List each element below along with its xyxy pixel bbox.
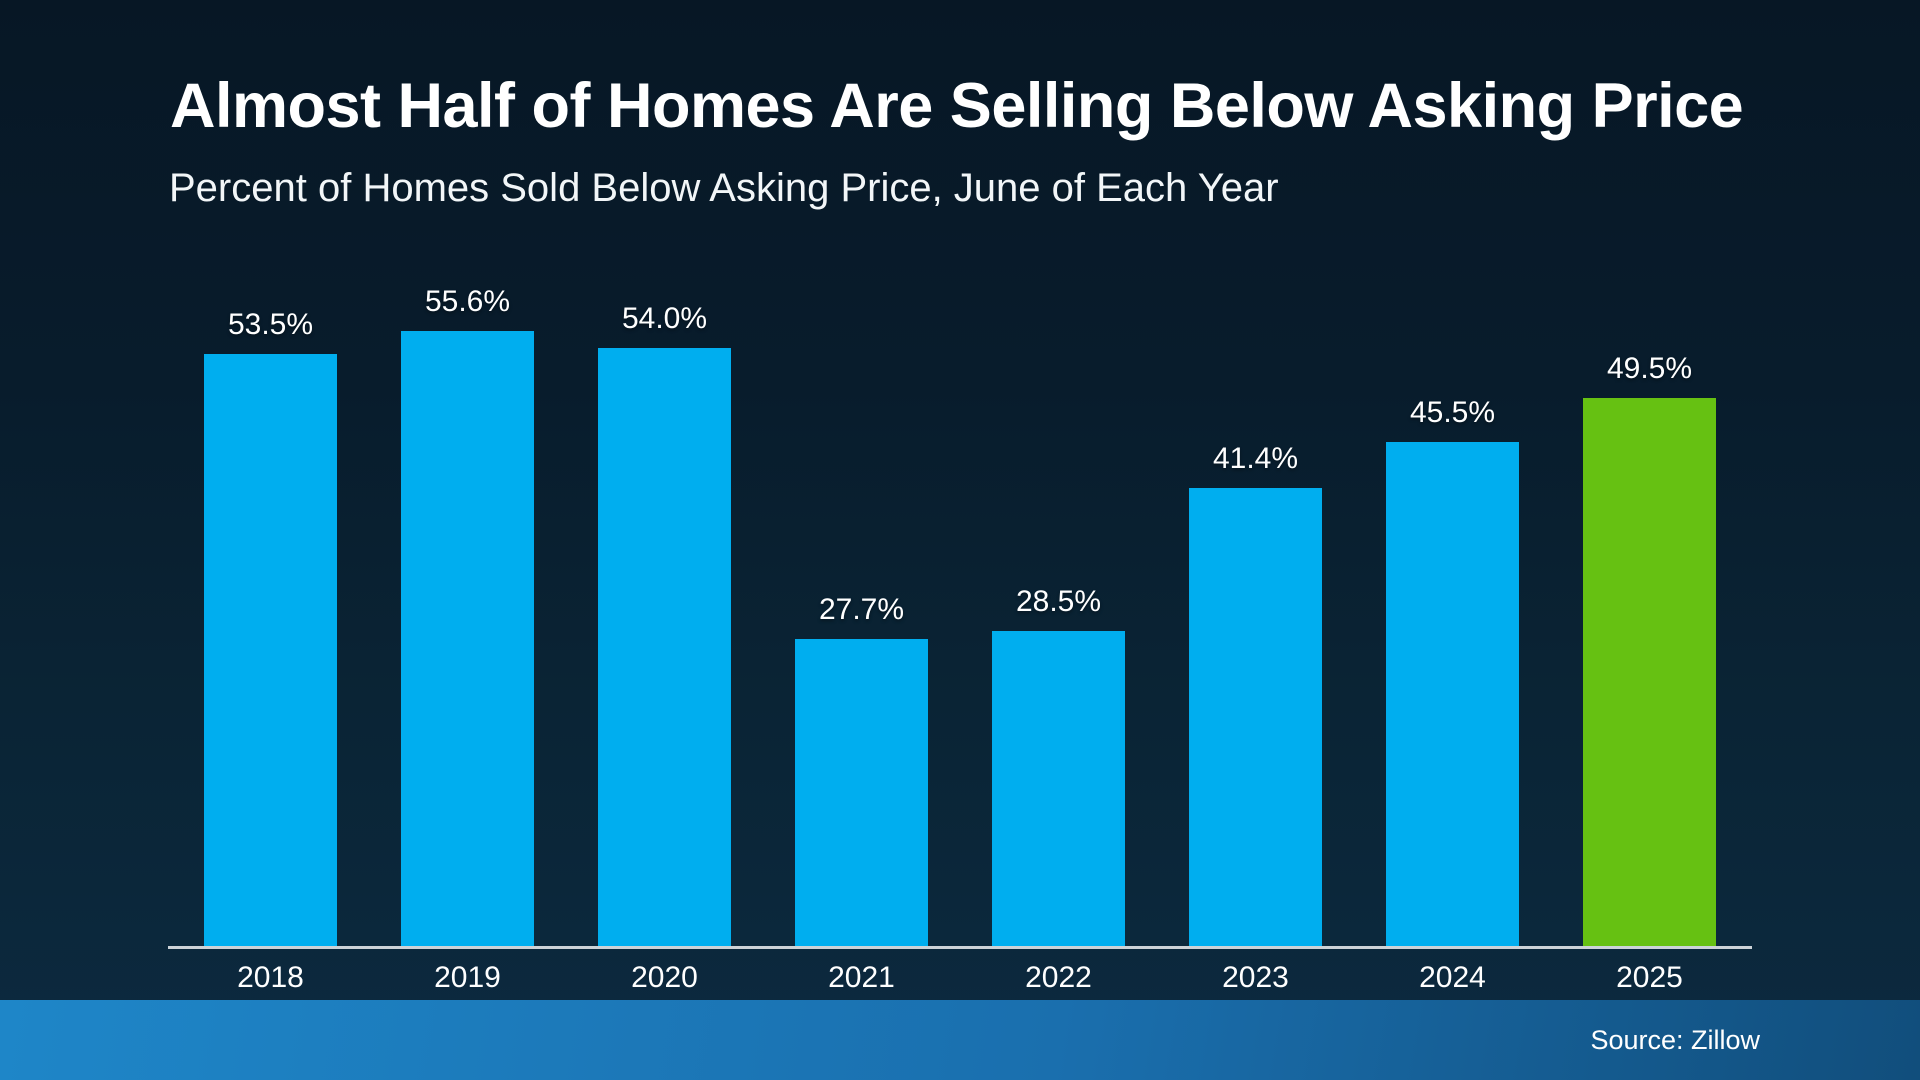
x-label-2020: 2020 — [631, 961, 698, 994]
x-label-2025: 2025 — [1616, 961, 1683, 994]
bar-group-2025: 49.5% — [1583, 352, 1716, 946]
x-label-2021: 2021 — [828, 961, 895, 994]
bar-2025 — [1583, 398, 1716, 946]
x-label-2024: 2024 — [1419, 961, 1486, 994]
bar-group-2019: 55.6% — [401, 285, 534, 946]
x-axis-labels-row: 2018 2019 2020 2021 2022 2023 2024 2025 — [168, 961, 1752, 995]
bar-value-label-2022: 28.5% — [1015, 585, 1102, 618]
footer-strip: Source: Zillow — [0, 1000, 1920, 1080]
bar-group-2020: 54.0% — [598, 302, 731, 946]
bar-2021 — [795, 639, 928, 946]
x-label-2022: 2022 — [1025, 961, 1092, 994]
x-label-2019: 2019 — [434, 961, 501, 994]
bar-group-2022: 28.5% — [992, 585, 1125, 946]
x-label-2018: 2018 — [237, 961, 304, 994]
bar-2023 — [1189, 488, 1322, 946]
bar-group-2023: 41.4% — [1189, 442, 1322, 946]
bar-2020 — [598, 348, 731, 946]
chart-subtitle: Percent of Homes Sold Below Asking Price… — [169, 166, 1279, 210]
bar-value-label-2025: 49.5% — [1606, 352, 1693, 385]
bar-2018 — [204, 354, 337, 946]
bar-value-label-2024: 45.5% — [1409, 396, 1496, 429]
chart-title: Almost Half of Homes Are Selling Below A… — [170, 71, 1744, 141]
bar-2019 — [401, 331, 534, 946]
source-attribution: Source: Zillow — [1590, 1024, 1760, 1055]
x-label-2023: 2023 — [1222, 961, 1289, 994]
bar-2022 — [992, 631, 1125, 946]
bar-group-2018: 53.5% — [204, 308, 337, 946]
bar-group-2021: 27.7% — [795, 593, 928, 946]
bar-value-label-2023: 41.4% — [1212, 442, 1299, 475]
x-axis-line — [168, 946, 1752, 949]
bar-chart-plot-area: 53.5% 55.6% 54.0% 27.7% 28.5% 41.4% 45.5% 49.5% — [168, 0, 1752, 946]
bar-value-label-2019: 55.6% — [424, 285, 511, 318]
bar-group-2024: 45.5% — [1386, 396, 1519, 946]
bar-2024 — [1386, 442, 1519, 946]
bar-value-label-2018: 53.5% — [227, 308, 314, 341]
bar-value-label-2021: 27.7% — [818, 593, 905, 626]
bar-value-label-2020: 54.0% — [621, 302, 708, 335]
